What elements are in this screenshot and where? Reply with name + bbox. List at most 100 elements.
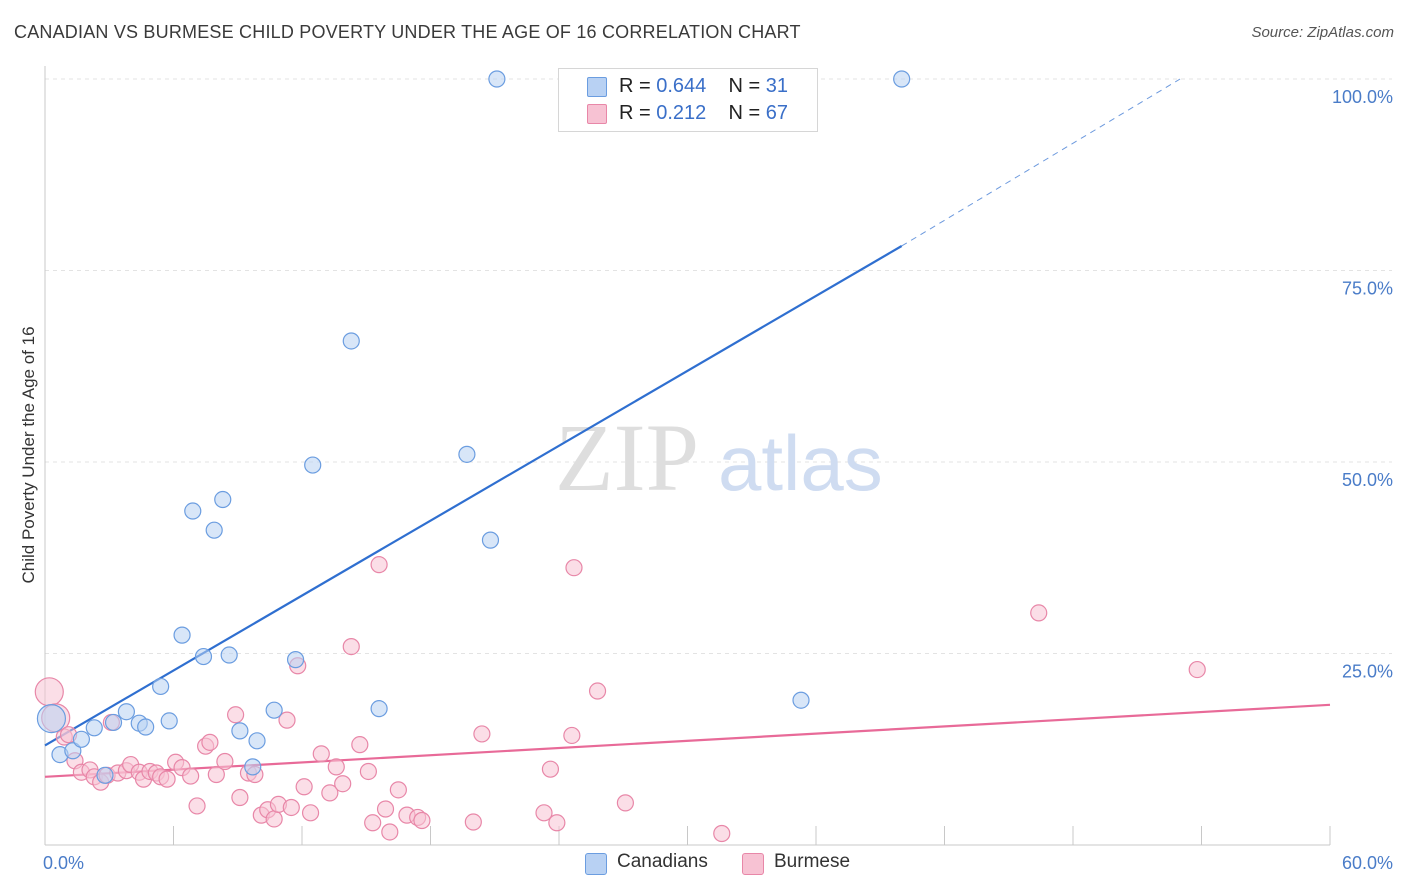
- point-canadians: [458, 445, 476, 463]
- point-canadians: [152, 677, 170, 696]
- watermark: ZIP atlas: [555, 404, 883, 511]
- point-burmese: [34, 677, 64, 707]
- point-canadians: [104, 713, 123, 732]
- x-tick-label-min: 0.0%: [43, 853, 84, 873]
- watermark-atlas: atlas: [718, 419, 883, 507]
- point-burmese: [342, 638, 360, 656]
- point-burmese: [381, 823, 399, 841]
- point-canadians: [370, 700, 388, 718]
- point-burmese: [278, 711, 296, 729]
- point-burmese: [616, 794, 634, 812]
- point-canadians: [231, 722, 249, 740]
- point-burmese: [312, 745, 330, 763]
- point-burmese: [535, 804, 553, 822]
- point-burmese: [1030, 604, 1048, 622]
- point-canadians: [792, 691, 810, 709]
- point-burmese: [413, 811, 431, 830]
- point-burmese: [295, 778, 313, 796]
- point-burmese: [321, 784, 339, 802]
- legend-text-canadians: R = 0.644 N = 31: [619, 75, 788, 98]
- point-canadians: [160, 712, 178, 730]
- point-burmese: [282, 798, 300, 817]
- legend-n-value: 31: [765, 75, 789, 97]
- point-canadians: [481, 531, 500, 549]
- source-label: Source: ZipAtlas.com: [1251, 24, 1394, 41]
- bottom-legend-label-canadians: Canadians: [617, 851, 708, 872]
- point-burmese: [541, 760, 560, 778]
- point-canadians: [36, 704, 67, 734]
- legend-n-label: N =: [728, 75, 761, 97]
- legend-swatch-burmese: [587, 104, 607, 124]
- point-burmese: [158, 770, 176, 788]
- point-canadians: [205, 521, 223, 539]
- point-burmese: [713, 824, 731, 843]
- y-tick-label-100: 100.0%: [1332, 87, 1393, 107]
- point-burmese: [334, 775, 352, 793]
- point-burmese: [359, 762, 377, 781]
- point-burmese: [231, 788, 249, 807]
- point-canadians: [220, 646, 238, 664]
- legend-r-label: R =: [619, 75, 651, 97]
- y-tick-label-25: 25.0%: [1342, 662, 1393, 682]
- point-canadians: [893, 70, 911, 88]
- point-canadians: [194, 647, 213, 666]
- point-canadians: [85, 719, 103, 737]
- stats-legend: R = 0.644 N = 31 R = 0.212 N = 67: [558, 68, 818, 132]
- y-tick-label-75: 75.0%: [1342, 279, 1393, 299]
- point-burmese: [207, 765, 225, 784]
- axes-layer: 25.0% 50.0% 75.0% 100.0%: [44, 66, 1393, 846]
- point-burmese: [565, 559, 583, 577]
- legend-n-value: 67: [765, 102, 789, 124]
- bottom-legend-swatch-burmese: [742, 853, 764, 875]
- trendline-canadians: [44, 245, 903, 747]
- point-burmese: [201, 733, 219, 751]
- point-canadians: [64, 742, 82, 760]
- trendline-canadians-extension: [901, 78, 1181, 247]
- point-burmese: [588, 682, 607, 700]
- point-canadians: [286, 651, 305, 669]
- y-axis-title: Child Poverty Under the Age of 16: [19, 326, 38, 583]
- point-burmese: [301, 804, 320, 822]
- point-burmese: [188, 797, 206, 815]
- x-tick-label-max: 60.0%: [1342, 853, 1393, 873]
- point-burmese: [548, 814, 566, 832]
- point-burmese: [376, 800, 395, 818]
- point-burmese: [265, 810, 283, 828]
- watermark-zip: ZIP: [555, 404, 699, 511]
- point-burmese: [370, 556, 388, 574]
- point-canadians: [72, 730, 91, 748]
- bottom-legend-label-burmese: Burmese: [774, 851, 851, 872]
- point-burmese: [464, 813, 482, 831]
- legend-n-label: N =: [728, 102, 761, 124]
- point-burmese: [327, 758, 345, 776]
- point-burmese: [473, 725, 491, 743]
- legend-text-burmese: R = 0.212 N = 67: [619, 102, 788, 125]
- point-burmese: [351, 736, 369, 754]
- legend-r-value: 0.644: [656, 75, 707, 97]
- legend-r-label: R =: [619, 102, 651, 124]
- point-canadians: [117, 703, 135, 721]
- point-burmese: [389, 781, 407, 799]
- point-canadians: [173, 626, 191, 644]
- points-layer: [34, 70, 1206, 843]
- point-canadians: [342, 332, 360, 350]
- point-canadians: [265, 701, 283, 719]
- legend-swatch-canadians: [587, 77, 607, 97]
- y-tick-label-50: 50.0%: [1342, 470, 1393, 490]
- point-burmese: [227, 706, 245, 724]
- point-burmese: [364, 814, 382, 832]
- point-burmese: [182, 767, 200, 785]
- bottom-legend-swatch-canadians: [585, 853, 607, 875]
- point-canadians: [214, 490, 232, 509]
- grid-layer: [45, 78, 1392, 654]
- point-canadians: [184, 502, 202, 520]
- chart-title: CANADIAN VS BURMESE CHILD POVERTY UNDER …: [14, 22, 801, 42]
- point-canadians: [304, 456, 322, 474]
- point-burmese: [563, 726, 581, 745]
- point-canadians: [137, 718, 155, 736]
- point-burmese: [1188, 660, 1206, 679]
- point-canadians: [248, 732, 266, 750]
- point-burmese: [216, 752, 234, 771]
- point-canadians: [244, 758, 262, 776]
- point-canadians: [96, 766, 114, 784]
